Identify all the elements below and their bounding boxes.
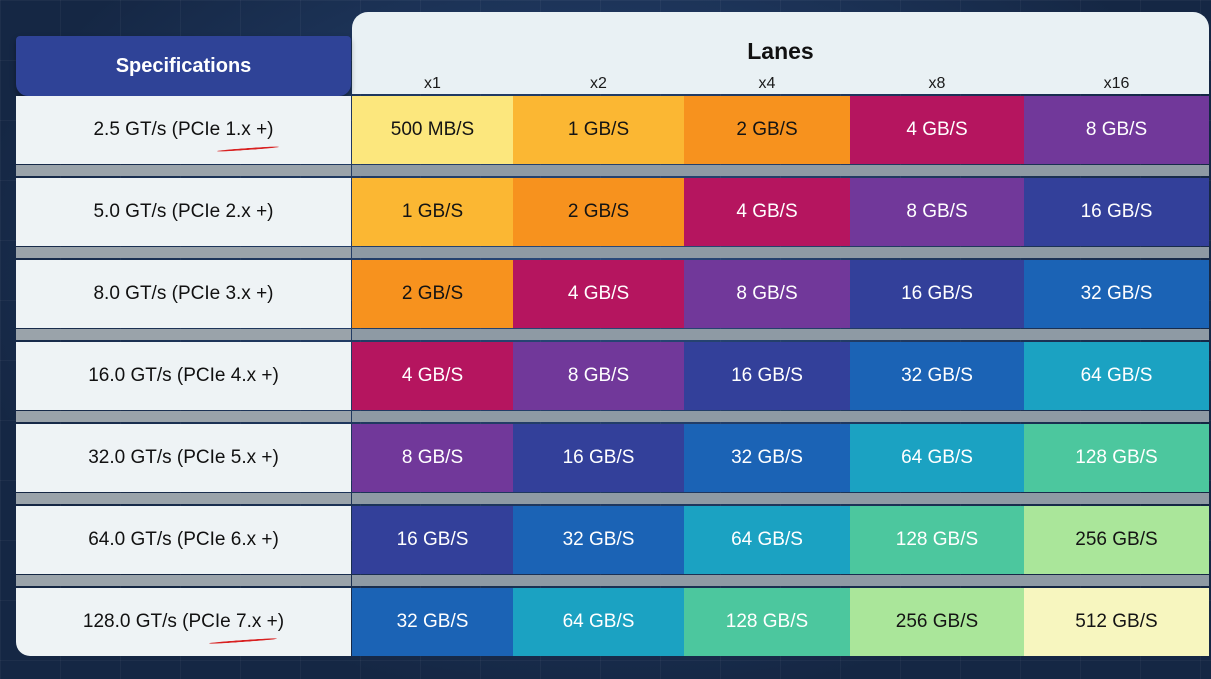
bandwidth-cell: 16 GB/S <box>1024 178 1209 246</box>
spec-cell: 8.0 GT/s (PCIe 3.x +) <box>16 260 351 328</box>
lanes-title: Lanes <box>747 38 814 64</box>
bandwidth-cell: 8 GB/S <box>850 178 1024 246</box>
row-separator <box>16 247 351 258</box>
row-separator <box>16 411 351 422</box>
bandwidth-cell: 64 GB/S <box>684 506 850 574</box>
row-separator <box>16 165 351 176</box>
bandwidth-cell: 4 GB/S <box>352 342 513 410</box>
bandwidth-cell: 32 GB/S <box>850 342 1024 410</box>
bandwidth-cell: 8 GB/S <box>513 342 684 410</box>
spec-label: 32.0 GT/s (PCIe 5.x +) <box>88 447 279 468</box>
bandwidth-cell: 4 GB/S <box>850 96 1024 164</box>
bandwidth-cell: 1 GB/S <box>352 178 513 246</box>
spec-cell: 5.0 GT/s (PCIe 2.x +) <box>16 178 351 246</box>
handwritten-underline <box>208 637 277 645</box>
bandwidth-cell: 64 GB/S <box>513 588 684 656</box>
spec-label: 64.0 GT/s (PCIe 6.x +) <box>88 529 279 550</box>
bandwidth-cell: 256 GB/S <box>1024 506 1209 574</box>
bandwidth-cell: 32 GB/S <box>1024 260 1209 328</box>
bandwidth-cell: 16 GB/S <box>352 506 513 574</box>
row-separator <box>352 411 1209 422</box>
lane-label-x8: x8 <box>928 75 946 92</box>
spec-label: 128.0 GT/s (PCIe 7.x +) <box>83 611 284 645</box>
bandwidth-cell: 512 GB/S <box>1024 588 1209 656</box>
lane-label-x2: x2 <box>590 75 607 92</box>
bandwidth-cell: 4 GB/S <box>513 260 684 328</box>
lane-label-x4: x4 <box>758 75 776 92</box>
lanes-header-panel: Lanes x1 x2 x4 x8 x16 <box>352 12 1209 94</box>
spec-label: 16.0 GT/s (PCIe 4.x +) <box>88 365 279 386</box>
bandwidth-cell: 500 MB/S <box>352 96 513 164</box>
row-separator <box>16 329 351 340</box>
lane-label-x16: x16 <box>1103 75 1130 92</box>
bandwidth-cell: 2 GB/S <box>684 96 850 164</box>
bandwidth-cell: 16 GB/S <box>513 424 684 492</box>
lane-label-x1: x1 <box>424 75 441 92</box>
bandwidth-cell: 128 GB/S <box>850 506 1024 574</box>
spec-cell: 64.0 GT/s (PCIe 6.x +) <box>16 506 351 574</box>
row-separator <box>352 329 1209 340</box>
bandwidth-cell: 16 GB/S <box>684 342 850 410</box>
specifications-header: Specifications <box>16 36 351 96</box>
spec-cell: 128.0 GT/s (PCIe 7.x +) <box>16 588 351 656</box>
handwritten-underline <box>217 145 280 153</box>
bandwidth-cell: 256 GB/S <box>850 588 1024 656</box>
bandwidth-cell: 32 GB/S <box>513 506 684 574</box>
bandwidth-cell: 16 GB/S <box>850 260 1024 328</box>
bandwidth-cell: 2 GB/S <box>352 260 513 328</box>
spec-cell: 2.5 GT/s (PCIe 1.x +) <box>16 96 351 164</box>
row-separator <box>352 247 1209 258</box>
bandwidth-cell: 8 GB/S <box>684 260 850 328</box>
spec-cell: 16.0 GT/s (PCIe 4.x +) <box>16 342 351 410</box>
bandwidth-cell: 8 GB/S <box>1024 96 1209 164</box>
spec-cell: 32.0 GT/s (PCIe 5.x +) <box>16 424 351 492</box>
bandwidth-cell: 2 GB/S <box>513 178 684 246</box>
row-separator <box>352 165 1209 176</box>
bandwidth-cell: 32 GB/S <box>352 588 513 656</box>
bandwidth-cell: 32 GB/S <box>684 424 850 492</box>
spec-label: 8.0 GT/s (PCIe 3.x +) <box>93 283 274 304</box>
row-separator <box>352 575 1209 586</box>
row-separator <box>352 493 1209 504</box>
row-separator <box>16 493 351 504</box>
spec-label: 2.5 GT/s (PCIe 1.x +) <box>93 119 280 153</box>
bandwidth-cell: 8 GB/S <box>352 424 513 492</box>
bandwidth-cell: 64 GB/S <box>1024 342 1209 410</box>
row-separator <box>16 575 351 586</box>
bandwidth-cell: 128 GB/S <box>684 588 850 656</box>
spec-label: 5.0 GT/s (PCIe 2.x +) <box>93 201 274 222</box>
bandwidth-cell: 1 GB/S <box>513 96 684 164</box>
bandwidth-cell: 128 GB/S <box>1024 424 1209 492</box>
bandwidth-cell: 4 GB/S <box>684 178 850 246</box>
bandwidth-cell: 64 GB/S <box>850 424 1024 492</box>
